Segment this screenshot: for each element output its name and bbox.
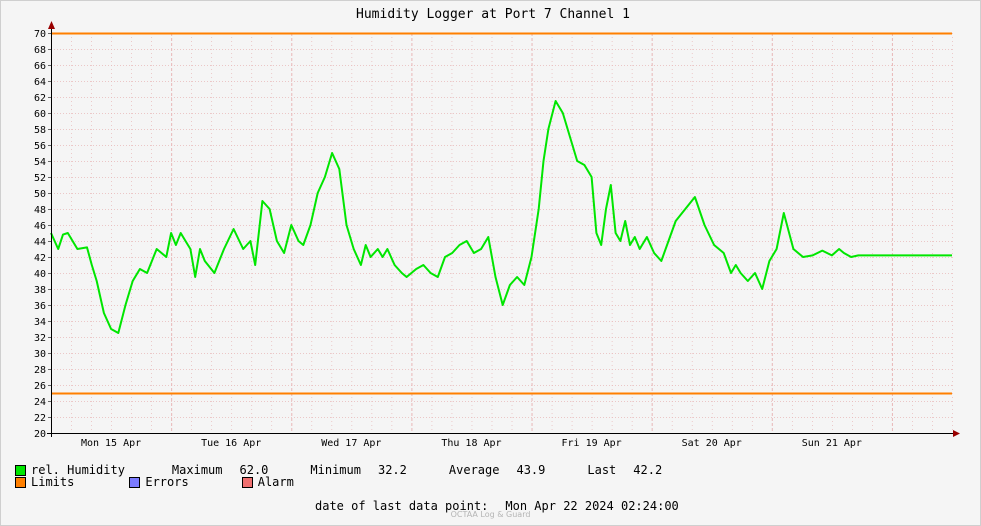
x-tick-label: Fri 19 Apr bbox=[561, 438, 621, 449]
humidity-series-line bbox=[50, 100, 952, 334]
x-tick-label: Sat 20 Apr bbox=[682, 438, 742, 449]
legend-alarm-label: Alarm bbox=[257, 475, 294, 489]
y-tick-label: 50 bbox=[34, 189, 46, 200]
y-tick-label: 54 bbox=[34, 157, 46, 168]
errors-swatch bbox=[129, 476, 141, 488]
y-tick-label: 70 bbox=[34, 29, 46, 40]
series-layer bbox=[50, 100, 952, 334]
axes bbox=[47, 21, 960, 437]
x-tick-label: Thu 18 Apr bbox=[441, 438, 501, 449]
y-tick-label: 20 bbox=[34, 429, 46, 440]
y-tick-label: 52 bbox=[34, 173, 46, 184]
x-tick-label: Mon 15 Apr bbox=[81, 438, 141, 449]
legend-errors-label: Errors bbox=[145, 475, 189, 489]
legend-limits-label: Limits bbox=[31, 475, 75, 489]
x-tick-label: Wed 17 Apr bbox=[321, 438, 381, 449]
y-axis-arrow bbox=[48, 21, 55, 29]
y-tick-label: 24 bbox=[34, 397, 46, 408]
x-axis-ticks: Mon 15 Apr Tue 16 Apr Wed 17 Apr Thu 18 Apr… bbox=[81, 438, 862, 449]
y-tick-label: 32 bbox=[34, 333, 46, 344]
y-tick-label: 60 bbox=[34, 109, 46, 120]
watermark: OCTAA Log & Guard bbox=[450, 510, 531, 519]
average-label: Average bbox=[448, 463, 500, 477]
legend-row-markers: Limits Errors Alarm bbox=[15, 475, 294, 489]
y-tick-label: 40 bbox=[34, 269, 46, 280]
y-tick-label: 44 bbox=[34, 237, 46, 248]
x-axis-arrow bbox=[953, 430, 960, 437]
last-data-point-label: date of last data point: bbox=[315, 499, 489, 513]
minimum-value: 32.2 bbox=[377, 463, 407, 477]
y-tick-label: 56 bbox=[34, 141, 46, 152]
alarm-swatch bbox=[241, 476, 253, 488]
y-tick-label: 22 bbox=[34, 413, 46, 424]
maximum-value: 62.0 bbox=[239, 463, 269, 477]
maximum-label: Maximum bbox=[171, 463, 223, 477]
last-data-point: date of last data point: Mon Apr 22 2024… bbox=[315, 499, 679, 513]
y-tick-label: 46 bbox=[34, 221, 46, 232]
last-label: Last bbox=[587, 463, 617, 477]
y-tick-label: 48 bbox=[34, 205, 46, 216]
chart-title: Humidity Logger at Port 7 Channel 1 bbox=[356, 7, 630, 22]
last-data-point-value: Mon Apr 22 2024 02:24:00 bbox=[505, 499, 679, 513]
y-axis-ticks: 20 22 24 26 28 30 32 34 36 38 40 42 44 46 48 50 52 54 56 58… bbox=[34, 29, 51, 440]
y-tick-label: 64 bbox=[34, 77, 46, 88]
limits-swatch bbox=[15, 476, 26, 488]
y-tick-label: 34 bbox=[34, 317, 46, 328]
limit-lines bbox=[51, 32, 952, 395]
y-tick-label: 62 bbox=[34, 93, 46, 104]
legend-row-stats: rel. Humidity Maximum 62.0 Minimum 32.2 … bbox=[15, 463, 662, 477]
y-tick-label: 28 bbox=[34, 365, 46, 376]
average-value: 43.9 bbox=[516, 463, 546, 477]
humidity-swatch bbox=[15, 464, 26, 476]
legend-humidity-label: rel. Humidity bbox=[31, 463, 125, 477]
y-tick-label: 42 bbox=[34, 253, 46, 264]
y-tick-label: 38 bbox=[34, 285, 46, 296]
y-tick-label: 30 bbox=[34, 349, 46, 360]
y-tick-label: 26 bbox=[34, 381, 46, 392]
x-tick-label: Tue 16 Apr bbox=[201, 438, 261, 449]
last-value: 42.2 bbox=[633, 463, 663, 477]
minimum-label: Minimum bbox=[310, 463, 361, 477]
x-tick-label: Sun 21 Apr bbox=[802, 438, 862, 449]
y-tick-label: 68 bbox=[34, 45, 46, 56]
grid bbox=[51, 33, 953, 434]
y-tick-label: 58 bbox=[34, 125, 46, 136]
y-tick-label: 66 bbox=[34, 61, 46, 72]
y-tick-label: 36 bbox=[34, 301, 46, 312]
